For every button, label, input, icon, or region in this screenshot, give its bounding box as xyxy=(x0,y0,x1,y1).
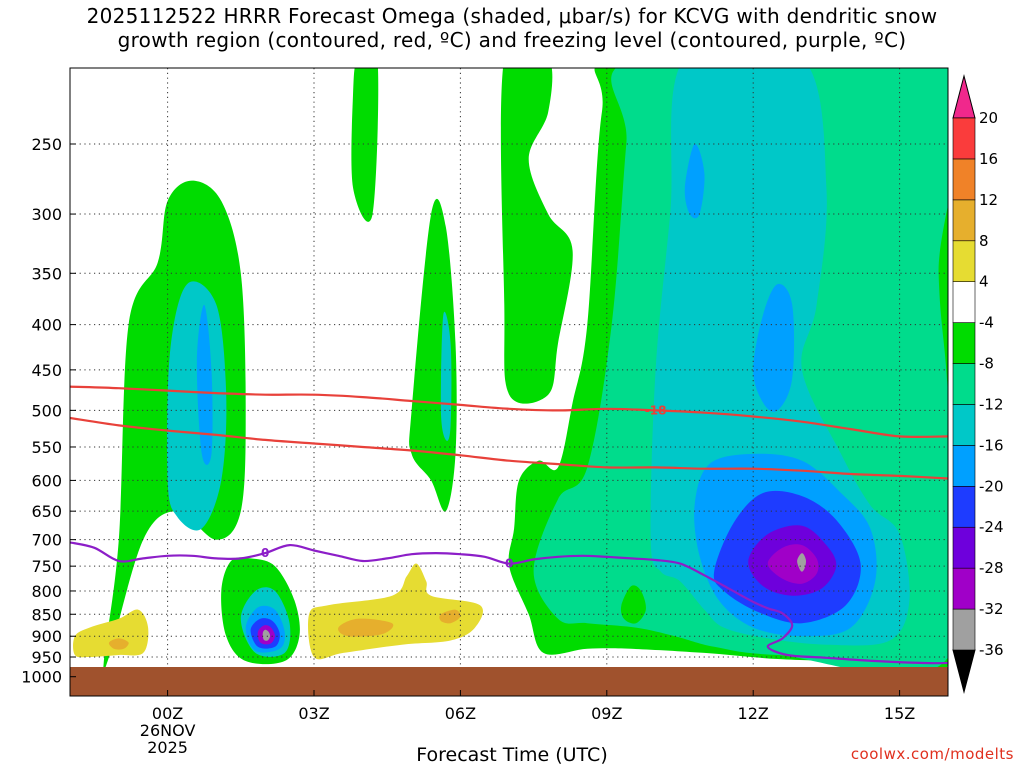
y-tick-label-550: 550 xyxy=(31,438,62,457)
colorbar: -36 -32 -28 -24 -20 -16 -12 -8 -4 4 8 12 16 20 xyxy=(952,74,1004,694)
colorbar-box-7 xyxy=(952,363,976,405)
x-axis-label: Forecast Time (UTC) xyxy=(416,744,608,766)
y-tick-label-250: 250 xyxy=(31,135,62,154)
omega-region-8 xyxy=(439,609,461,624)
omega-region-neg32 xyxy=(797,553,806,572)
colorbar-box-3 xyxy=(952,526,976,569)
omega-region-neg32 xyxy=(262,629,271,641)
y-tick-label-650: 650 xyxy=(31,502,62,521)
colorbar-label-neg36: -36 xyxy=(979,641,1004,659)
chart-title-line-2: growth region (contoured, red, ºC) and f… xyxy=(117,28,907,52)
dendritic-line-1 xyxy=(70,416,948,480)
x-tick-label-26NOV: 26NOV xyxy=(140,721,196,740)
x-tick-label-12Z: 12Z xyxy=(738,704,769,723)
dendritic-line-0 xyxy=(70,385,948,439)
omega-region-8 xyxy=(108,638,129,650)
y-tick-label-850: 850 xyxy=(31,605,62,624)
omega-region-neg8 xyxy=(351,68,379,222)
plot-area xyxy=(70,68,948,696)
y-tick-label-700: 700 xyxy=(31,531,62,550)
omega-region-8 xyxy=(338,618,394,637)
x-tick-label-09Z: 09Z xyxy=(591,704,622,723)
y-tick-label-350: 350 xyxy=(31,264,62,283)
colorbar-label-8: 8 xyxy=(979,232,989,250)
y-axis: 250 300 350 400 450 500 550 600 650 700 750 800 850 9… xyxy=(21,135,76,687)
colorbar-bottom-arrow xyxy=(952,649,976,694)
omega-region-4 xyxy=(73,609,149,658)
colorbar-label-neg8: -8 xyxy=(979,355,994,373)
contour-label-1: 0 xyxy=(261,546,269,560)
y-tick-label-900: 900 xyxy=(31,627,62,646)
omega-region-neg12 xyxy=(166,281,227,531)
colorbar-label-neg4: -4 xyxy=(979,314,994,332)
colorbar-box-6 xyxy=(952,404,976,446)
colorbar-top-arrow xyxy=(952,74,976,119)
y-tick-label-300: 300 xyxy=(31,205,62,224)
y-tick-label-450: 450 xyxy=(31,361,62,380)
plot-frame xyxy=(69,67,949,697)
y-tick-label-750: 750 xyxy=(31,557,62,576)
colorbar-box-4 xyxy=(952,486,976,528)
colorbar-label-4: 4 xyxy=(979,273,989,291)
x-tick-label-00Z: 00Z xyxy=(152,704,183,723)
x-tick-label-06Z: 06Z xyxy=(445,704,476,723)
colorbar-box-8 xyxy=(952,322,976,364)
ground-surface xyxy=(70,667,948,696)
omega-region-neg16 xyxy=(753,283,795,412)
colorbar-label-12: 12 xyxy=(979,191,998,209)
chart-title-line-1: 2025112522 HRRR Forecast Omega (shaded, … xyxy=(86,4,938,28)
y-tick-label-1000: 1000 xyxy=(21,668,62,687)
omega-region-neg12 xyxy=(440,311,452,441)
contour-label-0: -18 xyxy=(645,403,667,417)
x-tick-label-2025: 2025 xyxy=(147,738,188,757)
colorbar-box-1 xyxy=(952,608,976,651)
colorbar-label-neg16: -16 xyxy=(979,436,1004,454)
colorbar-box-11 xyxy=(952,199,976,242)
x-tick-label-15Z: 15Z xyxy=(884,704,915,723)
omega-region-neg16 xyxy=(684,143,705,219)
y-tick-label-400: 400 xyxy=(31,316,62,335)
omega-shading xyxy=(73,68,948,696)
contour-label-2: 0 xyxy=(505,557,513,571)
chart-title: 2025112522 HRRR Forecast Omega (shaded, … xyxy=(0,4,1024,52)
colorbar-box-9 xyxy=(952,281,976,323)
y-tick-label-600: 600 xyxy=(31,471,62,490)
colorbar-label-20: 20 xyxy=(979,109,998,127)
y-tick-label-800: 800 xyxy=(31,582,62,601)
colorbar-label-neg24: -24 xyxy=(979,518,1004,536)
omega-region-neg28 xyxy=(767,544,819,584)
colorbar-label-neg12: -12 xyxy=(979,395,1004,413)
freezing-level-line xyxy=(70,541,948,665)
colorbar-label-16: 16 xyxy=(979,150,998,168)
colorbar-label-neg32: -32 xyxy=(979,600,1004,618)
y-tick-label-500: 500 xyxy=(31,401,62,420)
colorbar-box-5 xyxy=(952,445,976,487)
colorbar-label-neg20: -20 xyxy=(979,477,1004,495)
omega-region-neg8 xyxy=(500,68,573,404)
omega-region-neg16 xyxy=(196,304,213,465)
colorbar-box-2 xyxy=(952,567,976,610)
colorbar-box-10 xyxy=(952,240,976,282)
credit-link[interactable]: coolwx.com/modelts xyxy=(850,745,1014,763)
colorbar-box-13 xyxy=(952,117,976,160)
contour-lines xyxy=(70,385,948,665)
y-tick-label-950: 950 xyxy=(31,648,62,667)
colorbar-label-neg28: -28 xyxy=(979,559,1004,577)
x-tick-label-03Z: 03Z xyxy=(298,704,329,723)
contour-labels: -18 0 0 xyxy=(261,403,666,570)
colorbar-box-12 xyxy=(952,158,976,201)
